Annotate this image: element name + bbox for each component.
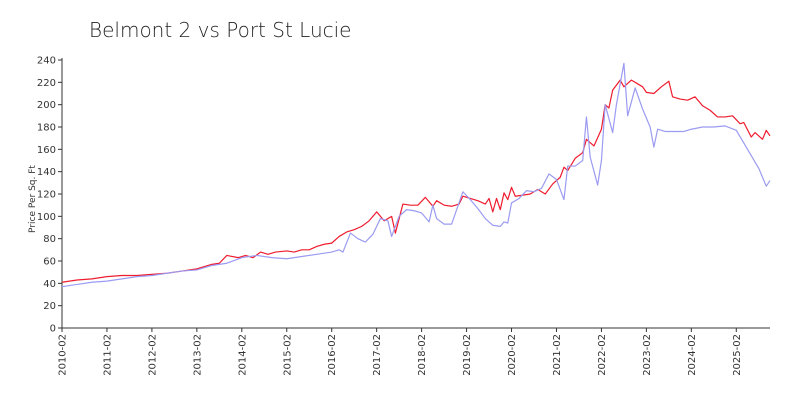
y-tick-label: 80 [43,234,56,245]
series-line-1 [61,79,771,283]
y-tick-label: 180 [37,123,56,134]
y-tick-label: 200 [37,100,56,111]
y-tick-label: 0 [50,324,56,335]
x-tick-label: 2010-02 [58,334,69,376]
y-tick-label: 60 [43,257,56,268]
x-tick-label: 2022-02 [597,334,608,376]
x-tick-label: 2023-02 [642,334,653,376]
x-tick-label: 2013-02 [192,334,203,376]
x-tick-label: 2018-02 [417,334,428,376]
y-tick-label: 240 [37,56,56,67]
series-line-2 [61,62,771,288]
x-tick-label: 2020-02 [507,334,518,376]
x-tick-label: 2017-02 [372,334,383,376]
y-tick-label: 40 [43,279,56,290]
y-tick-label: 120 [37,190,56,201]
x-tick-label: 2014-02 [237,334,248,376]
x-tick-label: 2015-02 [282,334,293,376]
x-tick-label: 2025-02 [732,334,743,376]
chart-title: Belmont 2 vs Port St Lucie [89,18,352,42]
y-tick-label: 100 [37,212,56,223]
y-tick-label: 140 [37,167,56,178]
x-tick-label: 2024-02 [687,334,698,376]
y-tick-label: 20 [43,301,56,312]
y-tick-label: 160 [37,145,56,156]
x-tick-label: 2011-02 [102,334,113,376]
y-tick-label: 220 [37,78,56,89]
x-tick-label: 2019-02 [462,334,473,376]
series-group [61,62,771,288]
y-tick-group: 0 20 40 60 80 100 120 140 160 180 200 220 240 [37,56,62,335]
x-tick-label: 2016-02 [327,334,338,376]
x-tick-label: 2021-02 [552,334,563,376]
x-tick-group: 2010-02 2011-02 2012-02 2013-02 2014-02 2015-… [58,328,743,376]
axes [61,58,770,329]
y-axis-title: Price Per Sq. Ft [28,165,38,233]
x-tick-label: 2012-02 [147,334,158,376]
